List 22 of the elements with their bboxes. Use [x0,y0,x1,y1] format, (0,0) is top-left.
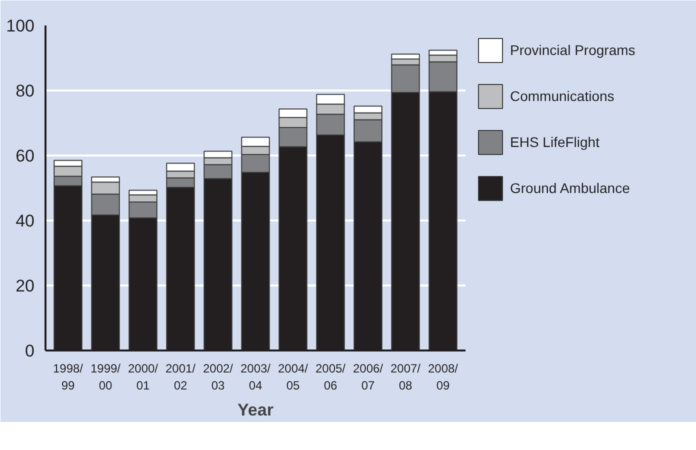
x-tick-label: 2007/08 [390,362,422,392]
x-tick-label: 2008/09 [428,362,459,392]
legend-label: Provincial Programs [510,42,636,58]
x-tick-label: 2002/03 [202,362,234,392]
x-tick-label: 2006/07 [352,362,384,392]
x-tick-label: 1998/99 [52,362,84,392]
x-tick-label: 2003/04 [240,362,272,392]
legend-label: Ground Ambulance [510,180,630,196]
legend-label: EHS LifeFlight [510,134,600,150]
y-tick-label: 20 [16,276,35,296]
x-tick-label: 2001/02 [165,362,196,392]
x-tick-label: 1999/00 [90,362,122,392]
x-tick-label: 2004/05 [278,362,309,392]
x-tick-label: 2000/01 [128,362,159,392]
x-axis-title: Year [238,400,274,420]
y-tick-label: 60 [16,146,35,166]
y-tick-label: 0 [25,342,35,360]
y-tick-label: 40 [16,212,35,230]
y-tick-label: 80 [16,82,35,100]
x-tick-label: 2005/06 [315,362,346,392]
y-tick-label: 100 [6,16,35,36]
legend-label: Communications [510,88,614,104]
